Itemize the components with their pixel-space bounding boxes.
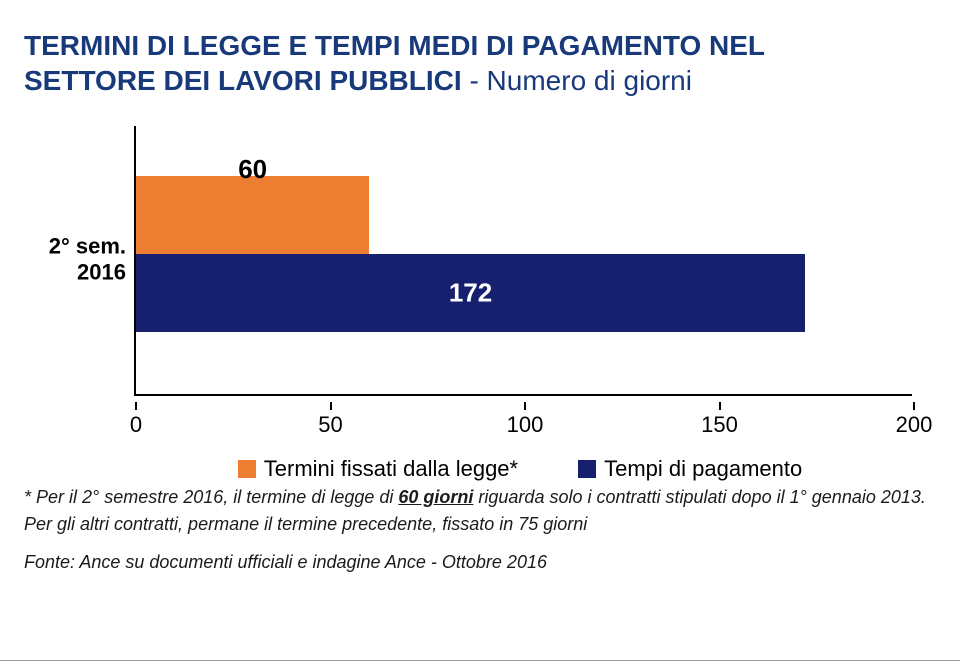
legend-swatch-tempi-pagamento	[578, 460, 596, 478]
y-category-label: 2° sem. 2016	[30, 234, 126, 287]
bar-termini-legge: 60	[136, 176, 369, 254]
title-line-1: TERMINI DI LEGGE E TEMPI MEDI DI PAGAMEN…	[24, 28, 936, 63]
x-tick	[524, 402, 526, 410]
chart-title: TERMINI DI LEGGE E TEMPI MEDI DI PAGAMEN…	[24, 28, 936, 98]
x-tick-label: 150	[701, 412, 738, 438]
y-category-label-l2: 2016	[77, 260, 126, 285]
legend-swatch-termini-legge	[238, 460, 256, 478]
title-line-2-rest: - Numero di giorni	[462, 65, 692, 96]
legend-label-termini-legge: Termini fissati dalla legge*	[264, 456, 518, 482]
bar-chart: 2° sem. 2016 60 172 050100150200 Termini…	[24, 126, 936, 456]
title-line-2: SETTORE DEI LAVORI PUBBLICI - Numero di …	[24, 63, 936, 98]
footnote-underlined: 60 giorni	[398, 487, 473, 507]
bottom-rule	[0, 660, 960, 661]
x-tick-label: 0	[130, 412, 142, 438]
x-tick-label: 100	[507, 412, 544, 438]
x-tick	[913, 402, 915, 410]
x-tick	[330, 402, 332, 410]
footnote: * Per il 2° semestre 2016, il termine di…	[24, 484, 936, 538]
legend-item-termini-legge: Termini fissati dalla legge*	[238, 456, 518, 482]
bar-value-tempi-pagamento: 172	[449, 278, 492, 309]
x-tick	[719, 402, 721, 410]
bar-tempi-pagamento: 172	[136, 254, 805, 332]
source-line: Fonte: Ance su documenti ufficiali e ind…	[24, 552, 936, 573]
plot-area: 2° sem. 2016 60 172 050100150200	[134, 126, 912, 396]
title-line-2-bold: SETTORE DEI LAVORI PUBBLICI	[24, 65, 462, 96]
legend-item-tempi-pagamento: Tempi di pagamento	[578, 456, 802, 482]
bar-value-termini-legge: 60	[238, 154, 267, 185]
y-category-label-l1: 2° sem.	[49, 234, 126, 259]
x-tick	[135, 402, 137, 410]
legend: Termini fissati dalla legge* Tempi di pa…	[134, 456, 906, 482]
x-tick-label: 50	[318, 412, 342, 438]
footnote-prefix: * Per il 2° semestre 2016, il termine di…	[24, 487, 398, 507]
x-tick-label: 200	[896, 412, 933, 438]
legend-label-tempi-pagamento: Tempi di pagamento	[604, 456, 802, 482]
